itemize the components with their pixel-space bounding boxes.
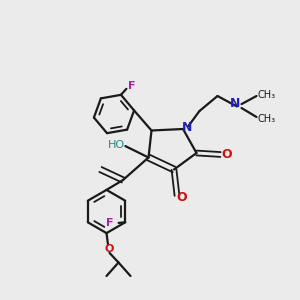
Text: F: F — [106, 218, 114, 228]
Text: CH₃: CH₃ — [258, 113, 276, 124]
Text: CH₃: CH₃ — [258, 89, 276, 100]
Text: O: O — [176, 190, 187, 204]
Text: N: N — [182, 121, 193, 134]
Text: O: O — [105, 244, 114, 254]
Text: F: F — [128, 81, 135, 92]
Text: HO: HO — [108, 140, 125, 150]
Text: N: N — [230, 97, 241, 110]
Text: O: O — [222, 148, 232, 161]
